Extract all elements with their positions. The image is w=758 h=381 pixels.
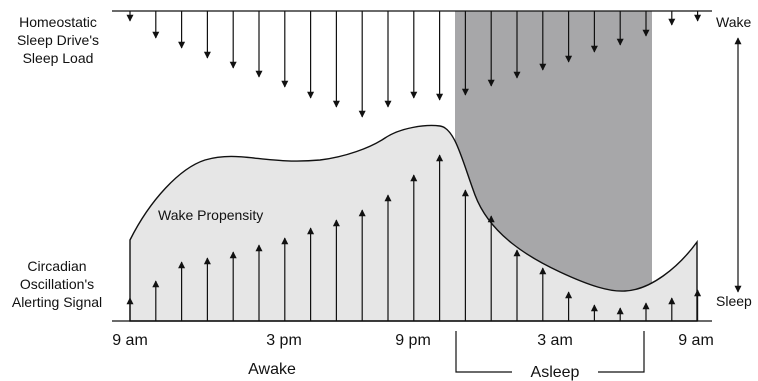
- sleep-load-label-line-3: Sleep Load: [23, 50, 94, 66]
- sleep-label: Sleep: [716, 293, 752, 309]
- sleep-load-label-line-1: Homeostatic: [19, 14, 97, 30]
- alerting-signal-arrows: [126, 154, 702, 321]
- asleep-bracket: [455, 331, 645, 373]
- wake-propensity-label: Wake Propensity: [158, 207, 263, 223]
- tick-label-3am: 3 am: [537, 332, 573, 349]
- alerting-label-line-2: Oscillation's: [20, 276, 94, 292]
- tick-label-9am-end: 9 am: [678, 332, 714, 349]
- sleep-load-arrows: [126, 11, 702, 118]
- awake-label: Awake: [248, 361, 296, 378]
- wake-label: Wake: [716, 14, 751, 30]
- asleep-label: Asleep: [531, 364, 580, 381]
- sleep-load-label-line-2: Sleep Drive's: [17, 32, 99, 48]
- alerting-label-line-1: Circadian: [27, 258, 86, 274]
- tick-label-9am-start: 9 am: [112, 332, 148, 349]
- tick-label-3pm: 3 pm: [266, 332, 302, 349]
- alerting-label-line-3: Alerting Signal: [12, 294, 102, 310]
- tick-label-9pm: 9 pm: [395, 332, 431, 349]
